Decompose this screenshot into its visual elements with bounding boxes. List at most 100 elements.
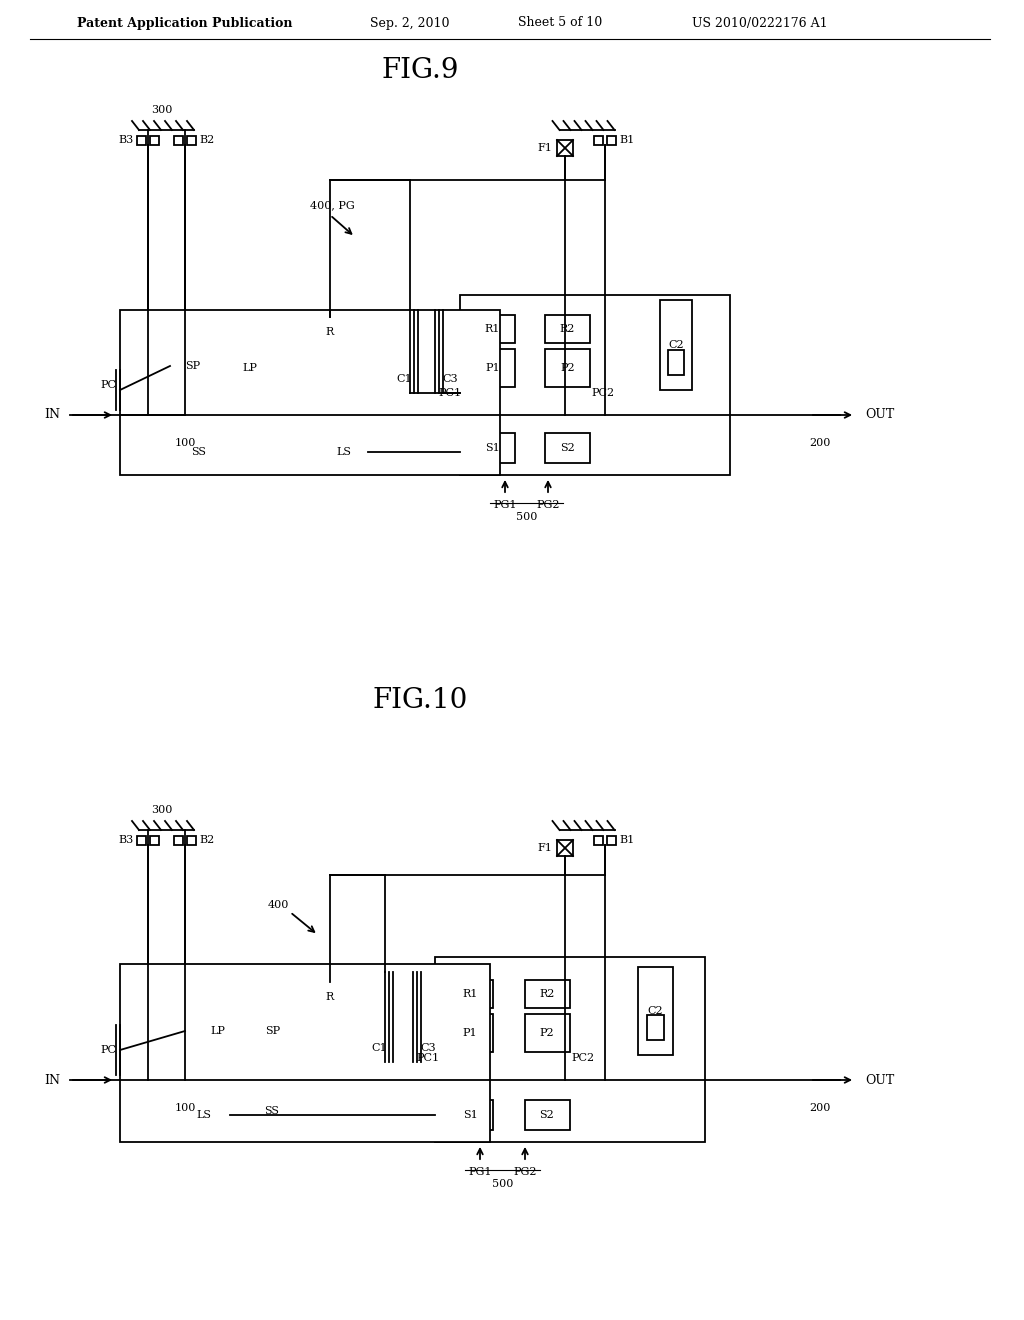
Bar (120, 964, 490, 1142)
Text: R: R (326, 993, 334, 1002)
Text: 500: 500 (516, 512, 538, 521)
Text: B2: B2 (200, 836, 215, 845)
Bar (470, 348, 515, 387)
Text: OUT: OUT (865, 1073, 894, 1086)
Bar (594, 136, 603, 144)
Text: R: R (326, 327, 334, 337)
Text: S2: S2 (560, 444, 574, 453)
Text: P1: P1 (463, 1028, 477, 1038)
Bar (150, 836, 159, 845)
Text: C3: C3 (442, 374, 458, 384)
Text: F1: F1 (538, 843, 552, 853)
Bar (668, 350, 684, 375)
Bar (174, 136, 183, 144)
Text: B3: B3 (119, 836, 133, 845)
Text: 500: 500 (492, 1179, 513, 1189)
Text: Sep. 2, 2010: Sep. 2, 2010 (371, 16, 450, 29)
Text: B1: B1 (620, 836, 635, 845)
Text: LP: LP (243, 363, 257, 374)
Text: 300: 300 (151, 805, 172, 814)
Text: US 2010/0222176 A1: US 2010/0222176 A1 (692, 16, 827, 29)
Text: B2: B2 (200, 135, 215, 145)
Text: C3: C3 (420, 1043, 436, 1053)
Bar (545, 315, 590, 343)
Bar (545, 433, 590, 463)
Text: P1: P1 (485, 363, 500, 374)
Text: S2: S2 (540, 1110, 554, 1119)
Bar (215, 343, 285, 393)
Text: PG1: PG1 (468, 1167, 492, 1177)
Text: PC2: PC2 (592, 388, 614, 399)
Text: PC1: PC1 (417, 1053, 440, 1063)
Text: S1: S1 (463, 1110, 477, 1119)
Bar (607, 836, 616, 845)
Bar (248, 1097, 296, 1125)
Bar (449, 1100, 493, 1130)
Bar (460, 294, 730, 475)
Text: SP: SP (185, 360, 200, 371)
Bar (178, 1100, 230, 1130)
Text: PC: PC (100, 380, 116, 389)
Bar (137, 836, 146, 845)
Text: 400, PG: 400, PG (310, 201, 354, 210)
Bar (250, 1012, 295, 1049)
Text: SS: SS (264, 1106, 280, 1115)
Bar (557, 840, 573, 855)
Bar (187, 136, 196, 144)
Text: C1: C1 (396, 374, 412, 384)
Bar (525, 1100, 570, 1130)
Text: 100: 100 (174, 438, 196, 447)
Bar (310, 982, 350, 1012)
Text: B3: B3 (119, 135, 133, 145)
Bar (310, 317, 350, 347)
Bar (435, 957, 705, 1142)
Text: SP: SP (265, 1026, 280, 1036)
Text: 200: 200 (809, 438, 830, 447)
Bar (470, 433, 515, 463)
Text: PC2: PC2 (571, 1053, 595, 1063)
Bar (660, 300, 692, 389)
Text: PG2: PG2 (513, 1167, 537, 1177)
Text: S1: S1 (485, 444, 500, 453)
Text: PC: PC (100, 1045, 116, 1055)
Text: B1: B1 (620, 135, 635, 145)
Text: R2: R2 (560, 323, 575, 334)
Text: 400: 400 (267, 900, 289, 909)
Bar (470, 315, 515, 343)
Bar (174, 836, 183, 845)
Text: P2: P2 (540, 1028, 554, 1038)
Bar (545, 348, 590, 387)
Bar (525, 979, 570, 1008)
Bar (170, 347, 215, 385)
Text: LS: LS (197, 1110, 212, 1119)
Text: IN: IN (44, 408, 60, 421)
Text: Patent Application Publication: Patent Application Publication (77, 16, 293, 29)
Text: C2: C2 (648, 1006, 664, 1016)
Bar (175, 437, 223, 467)
Bar (120, 310, 500, 475)
Text: LS: LS (337, 447, 351, 457)
Bar (319, 437, 368, 467)
Bar (137, 136, 146, 144)
Bar (647, 1015, 664, 1040)
Text: FIG.9: FIG.9 (381, 57, 459, 83)
Bar (525, 1014, 570, 1052)
Text: C1: C1 (372, 1043, 387, 1053)
Text: Sheet 5 of 10: Sheet 5 of 10 (518, 16, 602, 29)
Text: F1: F1 (538, 143, 552, 153)
Text: R1: R1 (462, 989, 477, 999)
Text: OUT: OUT (865, 408, 894, 421)
Text: PC1: PC1 (439, 388, 462, 399)
Text: 300: 300 (151, 106, 172, 115)
Bar (638, 968, 673, 1055)
Bar (187, 836, 196, 845)
Text: IN: IN (44, 1073, 60, 1086)
Text: LP: LP (210, 1026, 225, 1036)
Bar (607, 136, 616, 144)
Text: C2: C2 (669, 341, 684, 350)
Bar (150, 136, 159, 144)
Bar (449, 1014, 493, 1052)
Text: P2: P2 (560, 363, 574, 374)
Text: 100: 100 (174, 1104, 196, 1113)
Text: SS: SS (191, 447, 207, 457)
